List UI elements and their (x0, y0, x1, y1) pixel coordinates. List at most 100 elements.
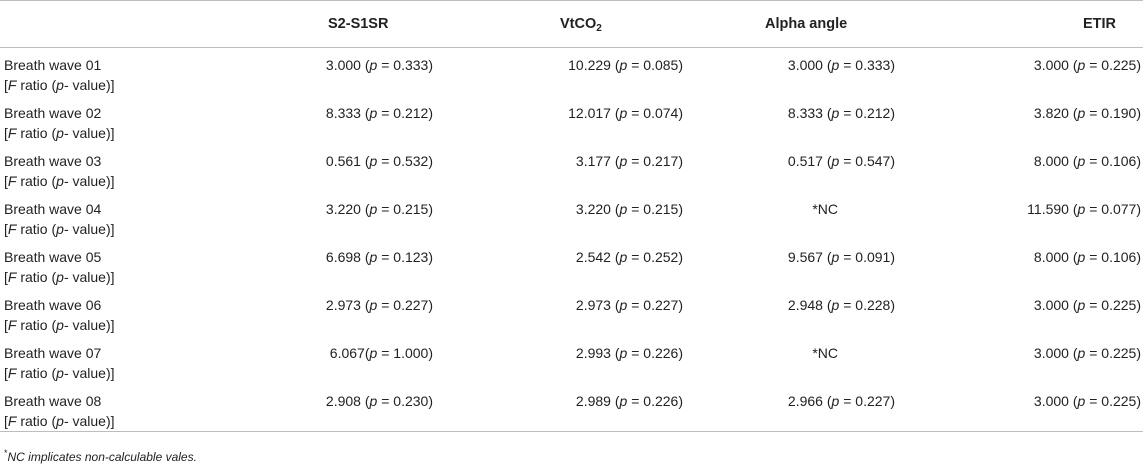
p-value: 0.106 (1101, 152, 1137, 169)
p-symbol: p (831, 104, 840, 121)
p-value: 0.215 (393, 200, 429, 217)
p-symbol: p (1077, 200, 1086, 217)
p-symbol: p (369, 344, 378, 361)
f-ratio-value: 9.567 (787, 248, 823, 265)
p-symbol-label: p (56, 124, 64, 141)
f-ratio-value: 3.177 (575, 152, 611, 169)
row-label-title: Breath wave 03 (4, 152, 102, 169)
table-row: Breath wave 05 [F ratio (p- value)] 6.698 … (0, 240, 1143, 288)
p-value: 0.225 (1101, 57, 1137, 73)
cell-c4: 3.000 (p = 0.225) (1033, 344, 1141, 361)
p-value: 1.000 (393, 344, 429, 361)
footnote: *NC implicates non-calculable vales. (4, 448, 197, 464)
f-symbol: F (7, 316, 17, 333)
p-value: 0.074 (643, 104, 679, 121)
sub-mid: ratio ( (16, 268, 57, 285)
cell-c2: 3.220 (p = 0.215) (575, 200, 683, 217)
sub-close: - value)] (63, 316, 115, 333)
header-vtco2-subscript: 2 (596, 23, 602, 34)
f-ratio-value: 11.590 (1027, 200, 1069, 217)
f-symbol: F (7, 220, 17, 237)
f-ratio-value: 3.000 (1033, 344, 1069, 361)
table-row: Breath wave 01 [F ratio (p- value)] 3.000 … (0, 48, 1143, 96)
f-ratio-value: 2.966 (787, 392, 823, 409)
f-symbol: F (7, 268, 17, 285)
row-label: Breath wave 01 [F ratio (p- value)] (0, 48, 200, 96)
p-symbol: p (619, 152, 628, 169)
f-ratio-value: 2.973 (325, 296, 361, 313)
p-symbol: p (619, 57, 628, 73)
row-label: Breath wave 02 [F ratio (p- value)] (0, 96, 200, 144)
table-header: S2-S1SR VtCO2 Alpha angle ETIR (0, 0, 1143, 48)
cell-c2: 2.989 (p = 0.226) (450, 383, 685, 432)
p-symbol: p (619, 248, 628, 265)
p-symbol-label: p (56, 412, 64, 429)
p-symbol: p (369, 248, 378, 265)
row-label-subtitle: [F ratio (p- value)] (4, 363, 200, 383)
row-label-title: Breath wave 06 (4, 296, 102, 313)
p-symbol-label: p (56, 268, 64, 285)
p-value: 0.227 (393, 296, 429, 313)
table-row: Breath wave 07 [F ratio (p- value)] 6.067(… (0, 336, 1143, 384)
table-row: Breath wave 04 [F ratio (p- value)] 3.220 … (0, 192, 1143, 240)
f-ratio-value: 3.220 (325, 200, 361, 217)
row-label-title: Breath wave 04 (4, 200, 102, 217)
p-symbol: p (619, 104, 628, 121)
p-symbol: p (619, 200, 628, 217)
f-symbol: F (7, 412, 17, 429)
row-label: Breath wave 03 [F ratio (p- value)] (0, 144, 200, 192)
f-symbol: F (7, 77, 17, 93)
p-symbol: p (831, 57, 840, 73)
f-ratio-value: 3.000 (325, 57, 361, 73)
f-ratio-value: 8.000 (1033, 152, 1069, 169)
p-symbol: p (369, 392, 378, 409)
sub-close: - value)] (63, 172, 115, 189)
cell-c1: 6.067(p = 1.000) (329, 344, 433, 361)
f-ratio-value: 2.908 (325, 392, 361, 409)
sub-open: [ (4, 77, 8, 93)
p-symbol: p (831, 296, 840, 313)
not-calculable: *NC (812, 200, 838, 217)
header-row: S2-S1SR VtCO2 Alpha angle ETIR (0, 0, 1143, 48)
row-label-title: Breath wave 07 (4, 344, 102, 361)
cell-c1: 3.000 (p = 0.333) (325, 57, 433, 73)
sub-mid: ratio ( (16, 412, 57, 429)
f-ratio-value: 8.333 (325, 104, 361, 121)
row-label-subtitle: [F ratio (p- value)] (4, 123, 200, 143)
results-table-container: S2-S1SR VtCO2 Alpha angle ETIR Breath wa… (0, 0, 1143, 432)
f-ratio-value: 0.517 (787, 152, 823, 169)
f-ratio-value: 8.000 (1033, 248, 1069, 265)
p-value: 0.227 (643, 296, 679, 313)
p-value: 0.532 (393, 152, 429, 169)
sub-close: - value)] (63, 364, 115, 381)
sub-mid: ratio ( (16, 172, 57, 189)
p-symbol: p (619, 344, 628, 361)
p-value: 0.212 (393, 104, 429, 121)
sub-close: - value)] (63, 124, 115, 141)
sub-mid: ratio ( (16, 124, 57, 141)
p-value: 0.091 (855, 248, 891, 265)
sub-open: [ (4, 268, 8, 285)
cell-c4: 11.590 (p = 0.077) (1027, 200, 1141, 217)
p-symbol: p (1077, 344, 1086, 361)
cell-c4: 8.000 (p = 0.106) (1033, 248, 1141, 265)
cell-c2: 2.993 (p = 0.226) (575, 344, 683, 361)
cell-c1: 2.908 (p = 0.230) (200, 383, 450, 432)
p-value: 0.226 (643, 392, 679, 409)
p-value: 0.077 (1101, 200, 1137, 217)
p-symbol: p (619, 296, 628, 313)
f-ratio-value: 2.989 (575, 392, 611, 409)
footnote-text: NC implicates non-calculable vales. (7, 450, 197, 464)
f-ratio-value: 8.333 (787, 104, 823, 121)
f-symbol: F (7, 364, 17, 381)
header-vtco2: VtCO2 (450, 0, 685, 48)
f-ratio-value: 12.017 (568, 104, 611, 121)
p-symbol: p (1077, 392, 1086, 409)
p-value: 0.227 (855, 392, 891, 409)
f-ratio-value: 3.000 (787, 57, 823, 73)
cell-c1: 0.561 (p = 0.532) (325, 152, 433, 169)
sub-open: [ (4, 220, 8, 237)
sub-close: - value)] (63, 268, 115, 285)
p-symbol: p (831, 248, 840, 265)
f-ratio-value: 6.067 (329, 344, 365, 361)
